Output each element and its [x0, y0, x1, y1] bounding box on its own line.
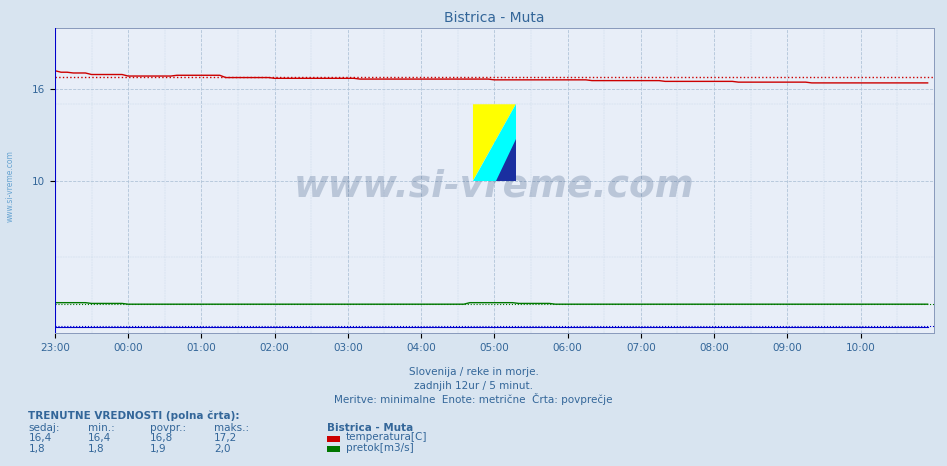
- Text: 16,8: 16,8: [150, 433, 173, 443]
- Text: pretok[m3/s]: pretok[m3/s]: [346, 443, 414, 452]
- Text: 2,0: 2,0: [214, 444, 230, 454]
- Text: 1,8: 1,8: [28, 444, 45, 454]
- Text: sedaj:: sedaj:: [28, 423, 60, 433]
- Text: Slovenija / reke in morje.: Slovenija / reke in morje.: [408, 367, 539, 377]
- Text: zadnjih 12ur / 5 minut.: zadnjih 12ur / 5 minut.: [414, 381, 533, 391]
- Text: Bistrica - Muta: Bistrica - Muta: [327, 423, 413, 433]
- Text: 1,9: 1,9: [150, 444, 167, 454]
- Text: 16,4: 16,4: [28, 433, 52, 443]
- Text: 1,8: 1,8: [88, 444, 105, 454]
- Title: Bistrica - Muta: Bistrica - Muta: [444, 11, 545, 26]
- Text: povpr.:: povpr.:: [150, 423, 186, 433]
- Polygon shape: [473, 104, 516, 181]
- Text: Meritve: minimalne  Enote: metrične  Črta: povprečje: Meritve: minimalne Enote: metrične Črta:…: [334, 393, 613, 405]
- Polygon shape: [473, 104, 516, 181]
- Text: 16,4: 16,4: [88, 433, 112, 443]
- Text: min.:: min.:: [88, 423, 115, 433]
- Text: www.si-vreme.com: www.si-vreme.com: [6, 151, 15, 222]
- Text: temperatura[C]: temperatura[C]: [346, 432, 427, 442]
- Polygon shape: [496, 138, 516, 181]
- Text: 17,2: 17,2: [214, 433, 238, 443]
- Text: TRENUTNE VREDNOSTI (polna črta):: TRENUTNE VREDNOSTI (polna črta):: [28, 411, 240, 421]
- Text: www.si-vreme.com: www.si-vreme.com: [294, 169, 695, 205]
- Text: maks.:: maks.:: [214, 423, 249, 433]
